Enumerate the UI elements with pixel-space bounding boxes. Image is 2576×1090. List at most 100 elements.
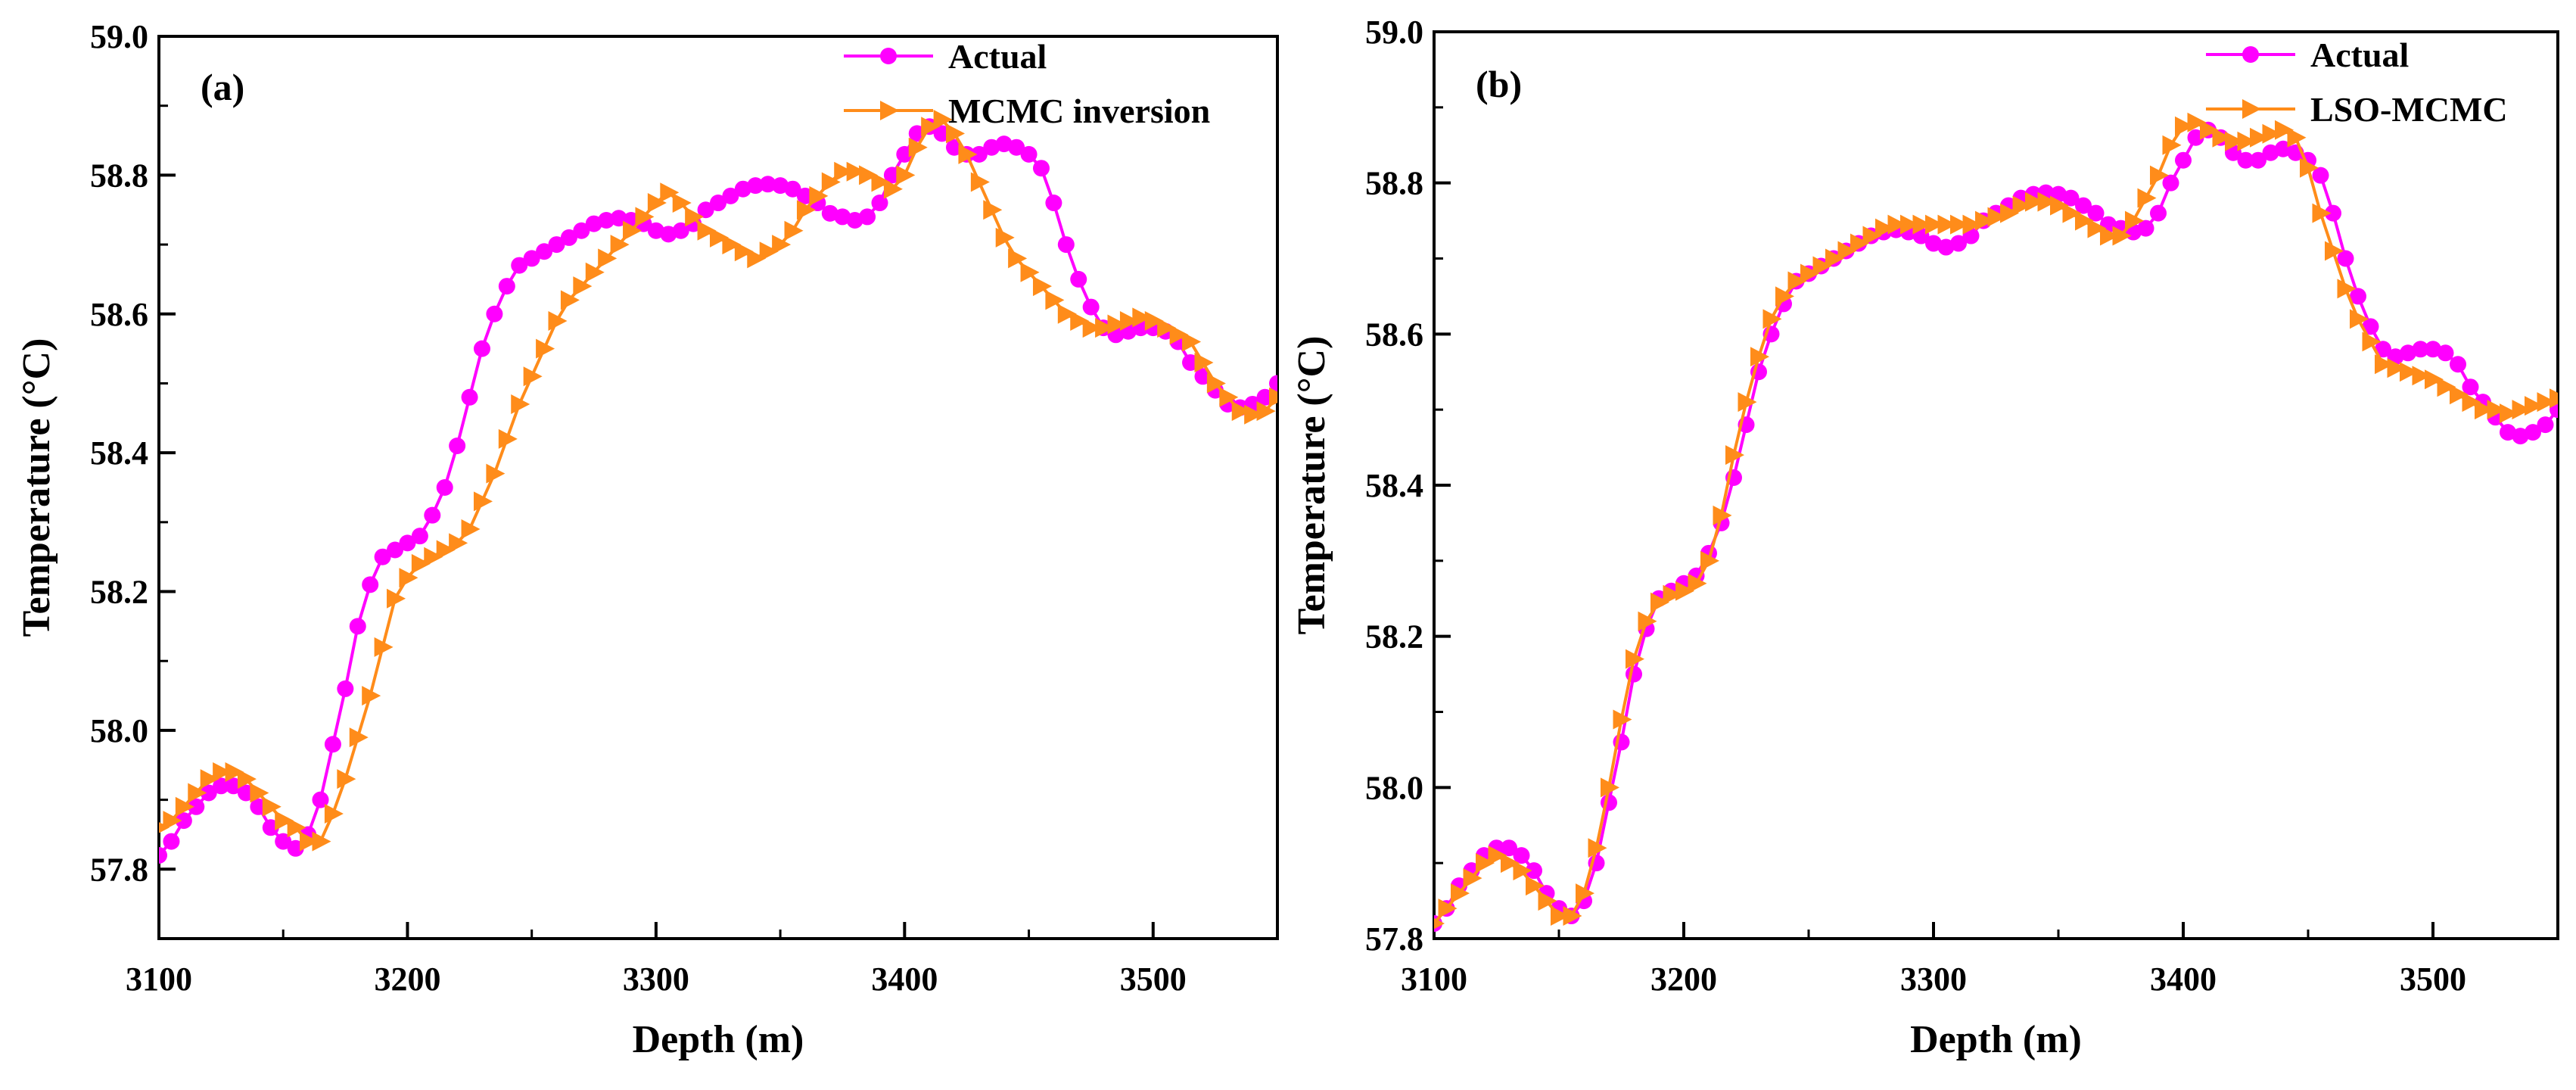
- data-point: [536, 338, 555, 359]
- data-point: [946, 123, 966, 144]
- data-point: [2100, 226, 2119, 246]
- data-point: [1812, 256, 1832, 276]
- data-point: [2087, 218, 2107, 238]
- data-point: [2350, 288, 2366, 305]
- data-point: [275, 811, 294, 831]
- data-point: [1194, 352, 1214, 372]
- data-point: [1476, 853, 1495, 874]
- data-point: [1119, 310, 1139, 331]
- data-point: [188, 798, 205, 815]
- data-point: [2375, 341, 2391, 358]
- data-point: [1825, 248, 1844, 269]
- data-point: [449, 533, 468, 553]
- legend-marker: [880, 48, 897, 64]
- data-point: [536, 243, 553, 260]
- data-point: [473, 491, 493, 512]
- data-point: [1513, 847, 1530, 864]
- data-point: [1962, 214, 1982, 235]
- data-point: [486, 463, 506, 484]
- data-point: [1032, 160, 1050, 177]
- data-point: [2375, 354, 2394, 375]
- data-point: [387, 541, 404, 559]
- legend-label: MCMC inversion: [948, 92, 1210, 130]
- data-point: [2175, 116, 2194, 136]
- data-point: [486, 305, 503, 322]
- x-tick-label: 3500: [1120, 961, 1187, 998]
- data-point: [859, 208, 876, 226]
- x-tick-label: 3300: [623, 961, 689, 998]
- y-tick-label: 58.4: [90, 434, 148, 472]
- data-point: [2150, 165, 2169, 185]
- series-line: [159, 117, 1277, 843]
- data-point: [2425, 341, 2441, 358]
- data-point: [424, 547, 443, 567]
- x-tick-label: 3200: [374, 961, 440, 998]
- y-tick-label: 57.8: [90, 851, 148, 888]
- data-point: [784, 180, 801, 198]
- data-point: [2525, 424, 2541, 441]
- data-point: [647, 193, 667, 213]
- data-point: [1613, 709, 1632, 730]
- data-point: [2462, 378, 2479, 396]
- data-point: [1095, 318, 1115, 338]
- data-point: [560, 229, 577, 246]
- data-point: [523, 250, 540, 267]
- data-point: [2212, 127, 2232, 148]
- data-point: [2450, 385, 2469, 405]
- data-point: [461, 388, 478, 406]
- x-axis-title: Depth (m): [1910, 1018, 2082, 1061]
- data-point: [635, 207, 655, 227]
- data-point: [1107, 314, 1127, 335]
- y-tick-label: 58.0: [90, 712, 148, 749]
- data-point: [772, 235, 792, 255]
- data-point: [809, 185, 829, 206]
- data-point: [2062, 203, 2082, 223]
- data-point: [2237, 151, 2254, 169]
- data-point: [672, 193, 692, 213]
- series-actual: [1434, 121, 2558, 933]
- legend-label: LSO-MCMC: [2310, 90, 2508, 129]
- data-point: [734, 241, 754, 262]
- data-point: [623, 220, 642, 241]
- series-actual: [159, 118, 1277, 864]
- data-point: [1269, 375, 1277, 392]
- data-point: [697, 201, 714, 219]
- data-point: [933, 110, 953, 130]
- data-point: [2175, 151, 2192, 169]
- data-point: [710, 227, 729, 248]
- data-point: [573, 276, 593, 297]
- data-point: [598, 211, 615, 229]
- chart-panel-b: 3100 3200 3300 3400 3500 57.8 58.0 58.2 58.4 58.6…: [1290, 14, 2559, 1061]
- data-point: [2075, 210, 2094, 231]
- data-point: [859, 165, 879, 185]
- data-point: [896, 165, 916, 185]
- data-point: [2312, 203, 2332, 223]
- data-point: [2400, 344, 2416, 362]
- y-tick-label: 59.0: [1365, 14, 1423, 51]
- data-point: [387, 588, 406, 609]
- data-point: [2437, 377, 2456, 397]
- data-point: [2025, 192, 2044, 212]
- data-point: [2012, 195, 2032, 216]
- data-point: [1950, 235, 1967, 252]
- data-point: [163, 833, 180, 850]
- data-point: [1144, 310, 1164, 331]
- data-point: [337, 769, 356, 789]
- data-point: [1463, 868, 1482, 889]
- data-point: [2362, 318, 2379, 335]
- data-point: [747, 177, 764, 195]
- data-point: [1700, 550, 1719, 571]
- data-point: [374, 637, 394, 657]
- data-point: [1762, 309, 1782, 329]
- data-point: [362, 576, 379, 593]
- data-point: [2275, 120, 2294, 140]
- data-point: [1082, 298, 1100, 316]
- data-point: [2162, 174, 2179, 192]
- x-tick-label: 3500: [2400, 961, 2466, 998]
- data-point: [2450, 356, 2466, 373]
- data-point: [225, 761, 244, 782]
- data-point: [1675, 581, 1694, 601]
- data-point: [1887, 214, 1907, 235]
- data-point: [411, 528, 428, 545]
- y-tick-label: 58.8: [90, 157, 148, 194]
